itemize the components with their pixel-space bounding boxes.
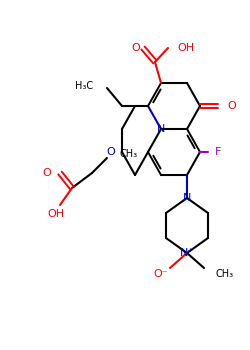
Text: O: O: [227, 101, 236, 111]
Text: CH₃: CH₃: [216, 269, 234, 279]
Text: O: O: [132, 43, 140, 53]
Text: O: O: [42, 168, 51, 178]
Text: H₃C: H₃C: [75, 81, 93, 91]
Text: N: N: [157, 124, 165, 134]
Text: F: F: [215, 147, 222, 157]
Text: CH₃: CH₃: [119, 149, 137, 159]
Text: N: N: [183, 193, 191, 203]
Text: OH: OH: [48, 209, 64, 219]
Text: O⁻: O⁻: [154, 269, 168, 279]
Text: OH: OH: [177, 43, 194, 53]
Text: O: O: [106, 147, 115, 157]
Text: N⁺: N⁺: [180, 248, 194, 258]
